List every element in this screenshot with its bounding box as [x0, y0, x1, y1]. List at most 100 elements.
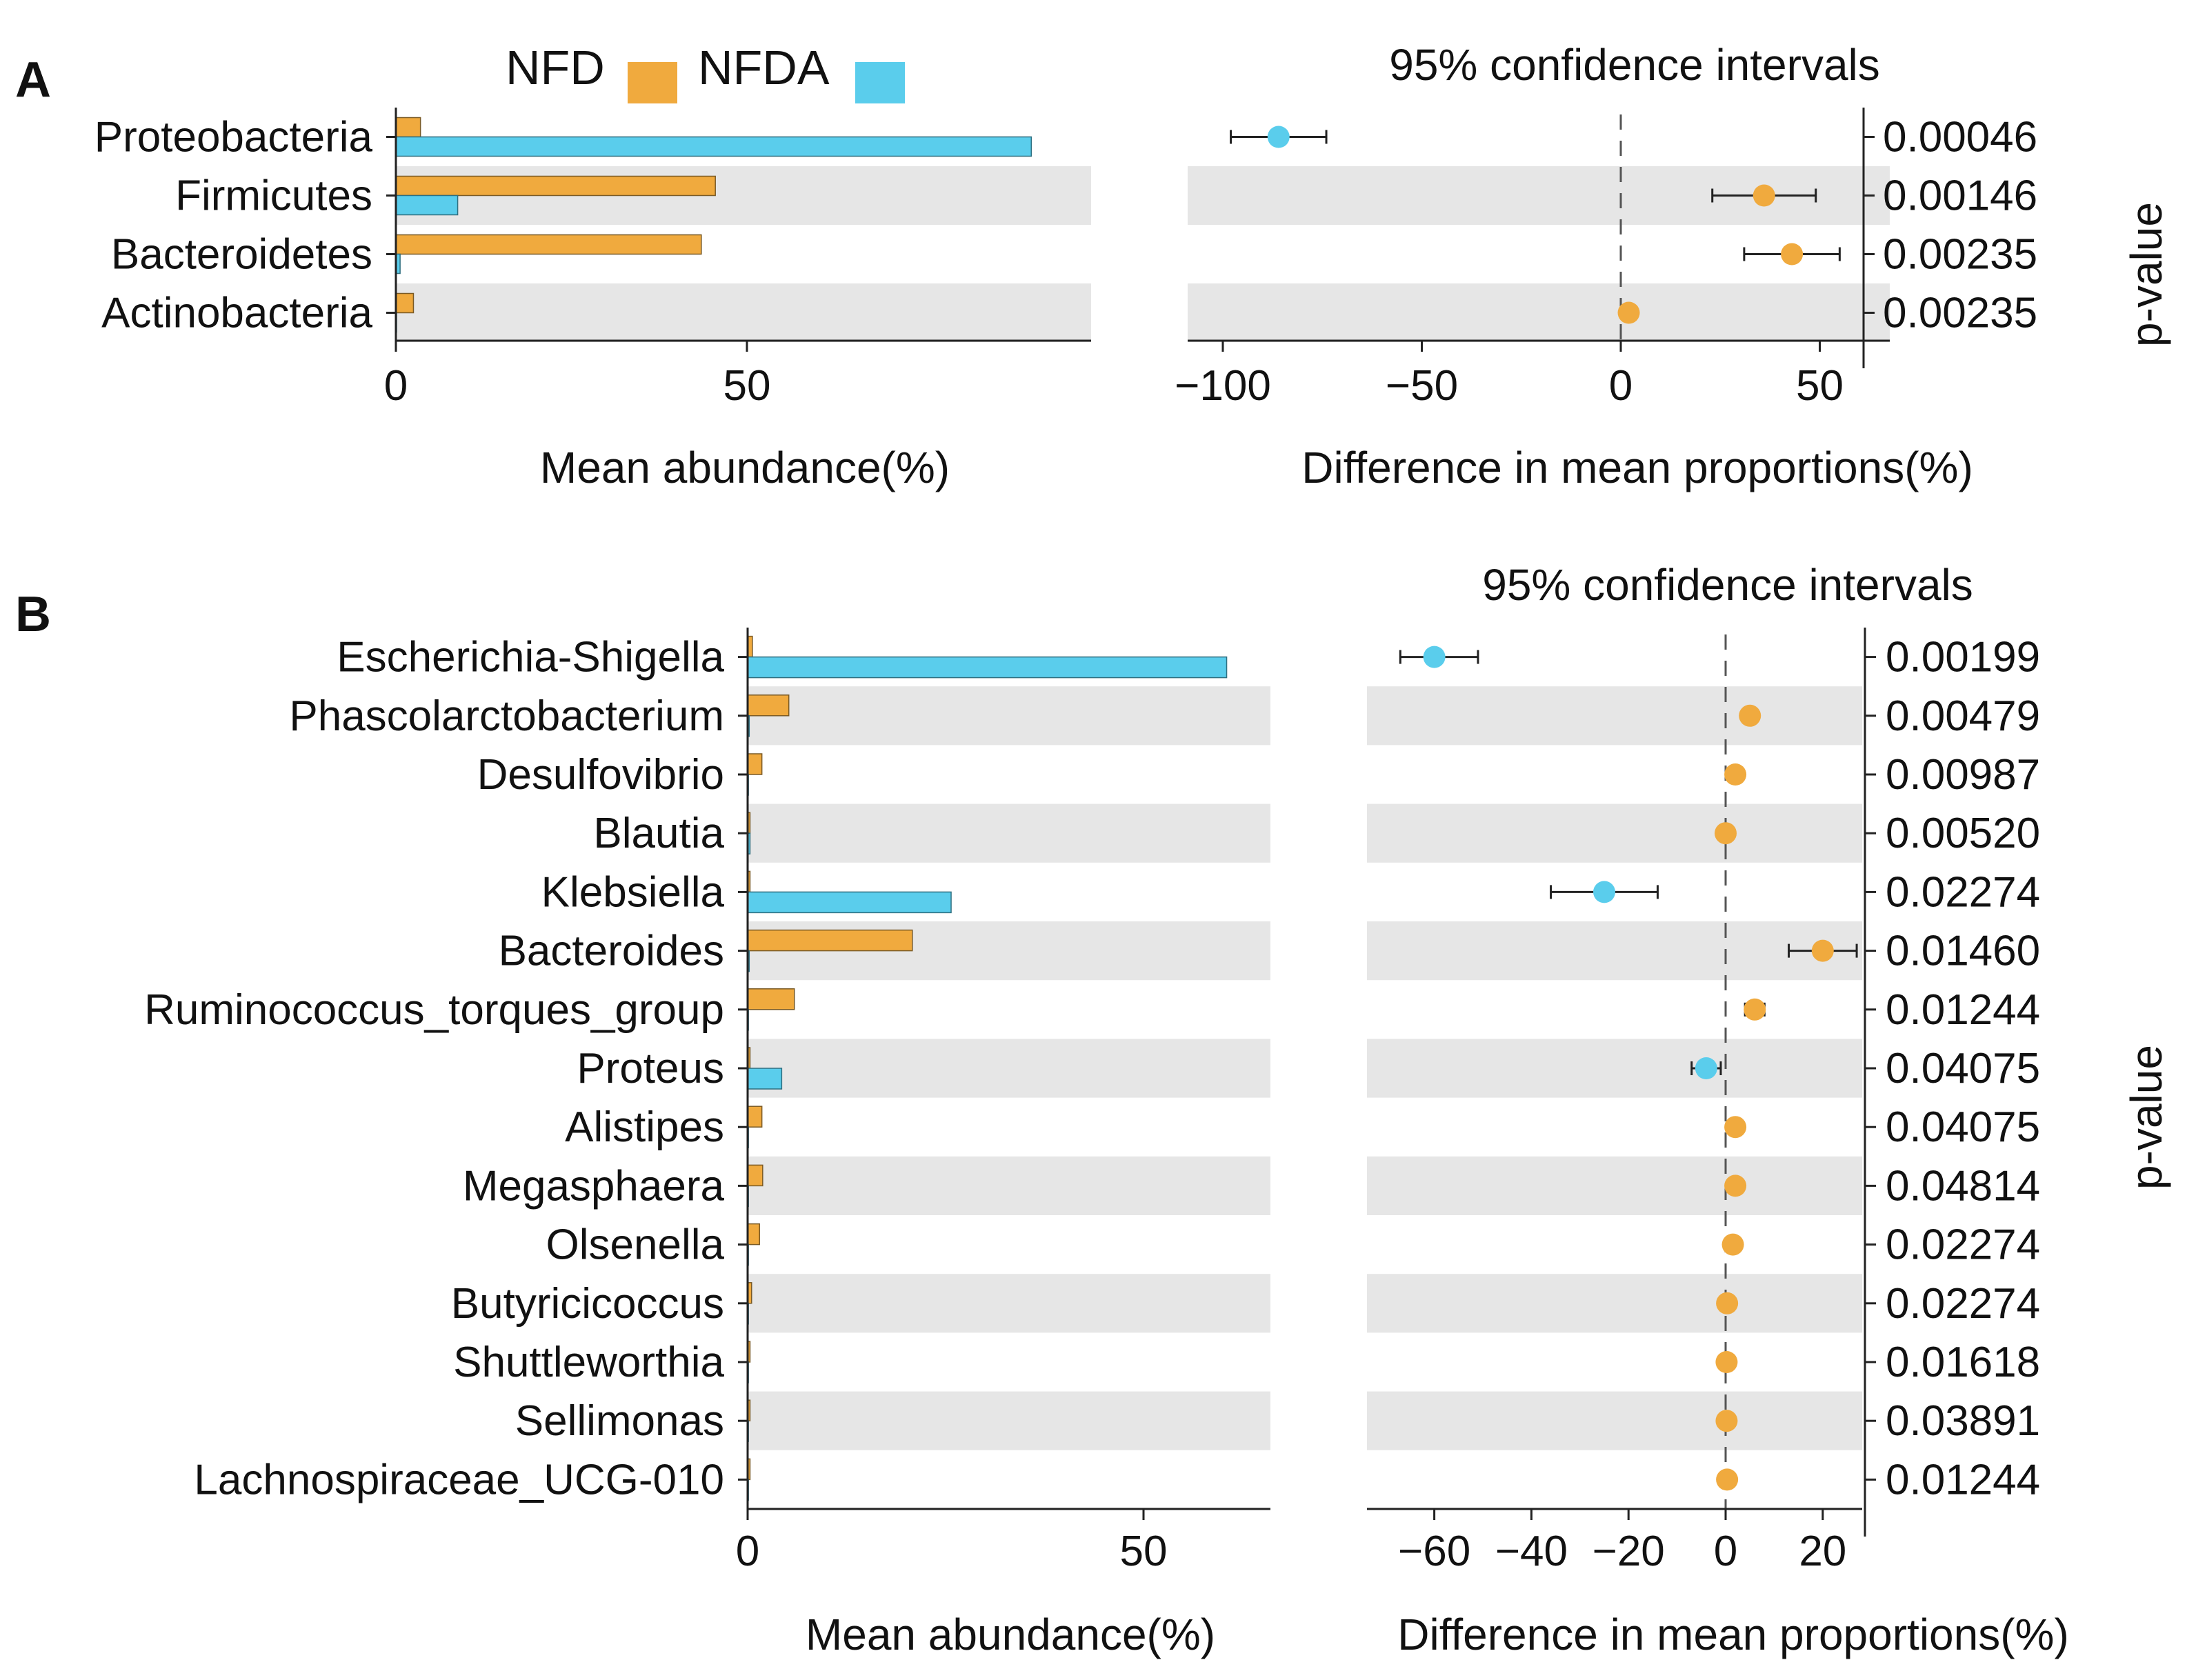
panel-b-ci-point — [1724, 763, 1747, 786]
panel-b-category-label: Klebsiella — [541, 868, 725, 916]
legend: NFD NFDA — [506, 41, 905, 103]
panel-a-category-label: Actinobacteria — [101, 290, 372, 337]
panel-a-bar-nfd — [395, 117, 421, 138]
panel-a-bar-nfd — [395, 175, 716, 197]
panel-b-pvalue-label: 0.02274 — [1886, 1221, 2040, 1269]
panel-b-ci-band — [1367, 1039, 1862, 1098]
panel-b-category-label: Butyricicoccus — [451, 1280, 724, 1328]
panel-a-bar-band — [396, 283, 1091, 342]
panel-b-ci-point — [1721, 1233, 1744, 1256]
panel-b-bar-band — [748, 1039, 1270, 1098]
panel-a-ci-x-tick-label: 0 — [1609, 362, 1633, 410]
panel-b-ci-band — [1367, 803, 1862, 863]
panel-b-bar-nfd — [747, 694, 790, 717]
legend-nfda-label: NFDA — [698, 41, 830, 94]
panel-a-category-label: Bacteroidetes — [111, 231, 372, 279]
panel-b-ci-x-tick-label: 20 — [1799, 1528, 1846, 1575]
panel-b-bar-nfd — [747, 753, 763, 775]
panel-b-ci-point — [1724, 1174, 1747, 1197]
panel-b-category-label: Lachnospiraceae_UCG-010 — [194, 1456, 724, 1503]
panel-b-ci-title: 95% confidence intervals — [1482, 560, 1973, 610]
panel-b-ci-band — [1367, 1156, 1862, 1215]
panel-a-ci-point — [1617, 301, 1640, 324]
panel-a-ci-point — [1753, 184, 1775, 207]
panel-b-bar-x-tick-label: 50 — [1120, 1528, 1168, 1575]
panel-a-ci-x-tick-label: −100 — [1175, 362, 1271, 410]
panel-b-bar-nfda — [747, 656, 1228, 679]
panel-b-bar-nfd — [747, 1223, 760, 1246]
panel-a-category-label: Firmicutes — [175, 172, 372, 220]
panel-a-ci-x-tick-label: −50 — [1386, 362, 1458, 410]
panel-b-ci-point — [1423, 646, 1446, 668]
panel-a-ci-title: 95% confidence intervals — [1389, 40, 1880, 90]
panel-b-ci-x-tick-label: 0 — [1714, 1528, 1737, 1575]
panel-b-category-label: Bacteroides — [499, 928, 724, 975]
panel-b-pvalue-label: 0.01618 — [1886, 1339, 2040, 1386]
panel-b-ci-x-tick-label: −40 — [1495, 1528, 1568, 1575]
panel-a-ci-x-axis-title: Difference in mean proportions(%) — [1301, 443, 1973, 492]
panel-a-bar-nfda — [395, 194, 459, 216]
panel-b-ci-x-tick-label: −60 — [1398, 1528, 1470, 1575]
legend-nfd-label: NFD — [506, 41, 605, 94]
panel-b-category-label: Phascolarctobacterium — [289, 692, 724, 740]
panel-b-bar-band — [748, 686, 1270, 746]
panel-b-category-label: Olsenella — [546, 1221, 725, 1269]
panel-b-pvalue-label: 0.00987 — [1886, 751, 2040, 799]
panel-b-bar-band — [748, 1274, 1270, 1333]
panel-b-category-label: Alistipes — [565, 1103, 724, 1151]
panel-a-pvalue-axis-title: p-value — [2122, 202, 2171, 347]
legend-nfd-swatch — [628, 62, 677, 103]
panel-a-bar-nfd — [395, 234, 702, 255]
panel-b-pvalue-label: 0.01244 — [1886, 986, 2040, 1034]
panel-b-pvalue-label: 0.04075 — [1886, 1103, 2040, 1151]
panel-b-ci-chart: 95% confidence intervals −60 −40 −20 0 20 Diff… — [1367, 560, 2171, 1659]
panel-b-pvalue-label: 0.00479 — [1886, 692, 2040, 740]
panel-b-category-label: Desulfovibrio — [477, 751, 724, 799]
panel-b-ci-band — [1367, 1274, 1862, 1333]
panel-a-pvalue-label: 0.00146 — [1883, 172, 2037, 220]
panel-b-category-label: Ruminococcus_torques_group — [144, 986, 724, 1034]
panel-b-ci-point — [1739, 704, 1761, 727]
panel-b-bar-band — [748, 1156, 1270, 1215]
panel-a-letter: A — [15, 52, 51, 108]
panel-a-ci-point — [1781, 243, 1804, 266]
panel-a-bar-x-axis-title: Mean abundance(%) — [540, 443, 950, 492]
panel-b-letter: B — [15, 587, 51, 642]
panel-b-pvalue-label: 0.01460 — [1886, 928, 2040, 975]
panel-b-pvalue-label: 0.00520 — [1886, 810, 2040, 857]
panel-b-bar-x-tick-label: 0 — [736, 1528, 759, 1575]
panel-b-pvalue-label: 0.04814 — [1886, 1162, 2040, 1210]
panel-b-ci-point — [1593, 881, 1615, 903]
panel-b-bar-nfd — [747, 988, 795, 1010]
panel-b-bar-nfda — [747, 891, 952, 914]
panel-b-category-label: Escherichia-Shigella — [337, 634, 724, 681]
panel-b-ci-point — [1744, 998, 1766, 1021]
panel-b-ci-point — [1716, 1468, 1739, 1491]
panel-b-bar-nfd — [747, 1164, 763, 1187]
panel-b-ci-x-tick-label: −20 — [1593, 1528, 1665, 1575]
panel-b-pvalue-axis-title: p-value — [2122, 1045, 2171, 1190]
panel-a-ci-x-tick-label: 50 — [1796, 362, 1844, 410]
panel-b-pvalue-label: 0.03891 — [1886, 1397, 2040, 1445]
panel-a-bar-nfd — [395, 292, 415, 314]
panel-a-ci-chart: 95% confidence intervals −100 −50 0 50 Differ… — [1175, 40, 2171, 492]
panel-a-bar-nfda — [395, 136, 1032, 157]
panel-b-bar-nfda — [747, 1068, 783, 1090]
panel-b-bar-band — [748, 1391, 1270, 1450]
legend-nfda-swatch — [855, 62, 905, 103]
panel-b-category-label: Blautia — [593, 810, 724, 857]
panel-b-bar-nfd — [747, 929, 913, 952]
panel-b-ci-x-axis-title: Difference in mean proportions(%) — [1397, 1610, 2069, 1659]
panel-b-ci-point — [1724, 1116, 1747, 1139]
panel-b-ci-band — [1367, 1391, 1862, 1450]
panel-b-category-label: Sellimonas — [515, 1397, 724, 1445]
panel-a-bar-chart: Proteobacteria Firmicutes Bacteroidetes Act… — [94, 108, 1091, 492]
panel-b-ci-band — [1367, 686, 1862, 746]
panel-a-category-label: Proteobacteria — [94, 114, 373, 161]
panel-a-ci-point — [1267, 126, 1290, 148]
panel-a-pvalue-label: 0.00235 — [1883, 290, 2037, 337]
panel-b-category-label: Shuttleworthia — [453, 1339, 724, 1386]
panel-b-pvalue-label: 0.00199 — [1886, 634, 2040, 681]
panel-b-ci-point — [1715, 1351, 1738, 1373]
